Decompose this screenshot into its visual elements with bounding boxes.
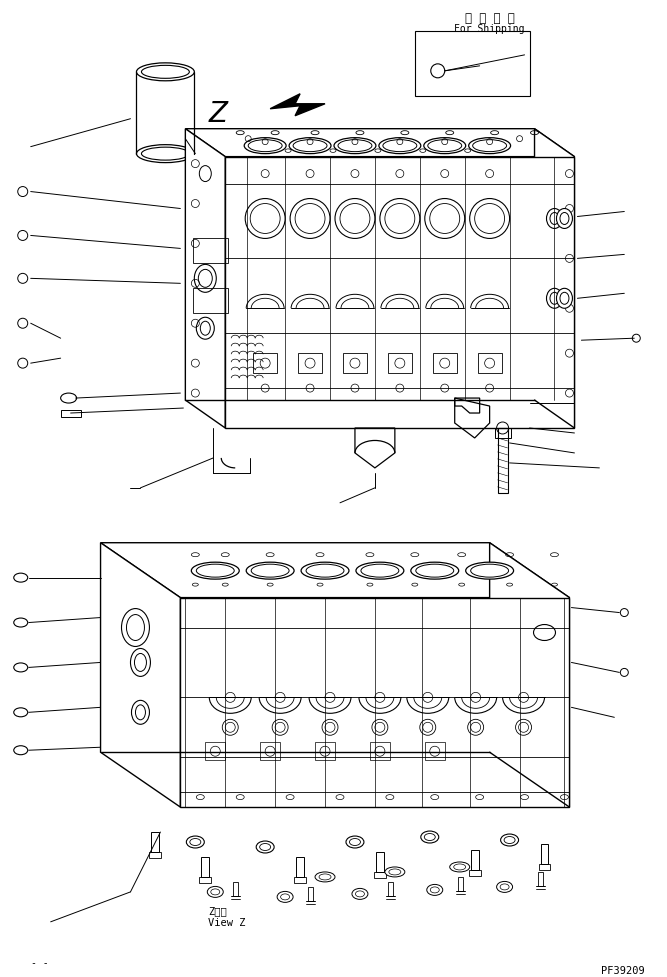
Ellipse shape	[450, 862, 470, 872]
Bar	[315, 743, 335, 760]
Bar	[233, 882, 238, 896]
Bar	[388, 354, 412, 374]
Ellipse shape	[246, 563, 294, 579]
Bar	[478, 354, 502, 374]
Ellipse shape	[131, 649, 151, 677]
Ellipse shape	[194, 265, 216, 293]
Circle shape	[290, 199, 330, 239]
Ellipse shape	[546, 209, 562, 230]
Ellipse shape	[315, 872, 335, 882]
Ellipse shape	[356, 563, 404, 579]
Bar	[469, 871, 481, 876]
Polygon shape	[180, 598, 570, 807]
Bar	[538, 872, 542, 886]
Bar	[388, 882, 393, 896]
Ellipse shape	[244, 139, 286, 154]
Bar	[296, 857, 304, 877]
Bar	[495, 429, 510, 439]
Text: 運 搬 部 品: 運 搬 部 品	[465, 12, 514, 25]
Bar	[205, 743, 225, 760]
Polygon shape	[270, 95, 325, 116]
Bar	[471, 850, 479, 871]
Bar	[201, 857, 209, 877]
Text: Z: Z	[209, 100, 227, 128]
Circle shape	[380, 199, 420, 239]
Ellipse shape	[556, 289, 572, 309]
Ellipse shape	[556, 209, 572, 230]
Bar	[149, 852, 161, 858]
Polygon shape	[101, 543, 180, 807]
Circle shape	[245, 199, 285, 239]
Circle shape	[425, 199, 465, 239]
Polygon shape	[185, 130, 225, 429]
Ellipse shape	[301, 563, 349, 579]
Bar	[370, 743, 390, 760]
Bar	[61, 410, 81, 417]
Ellipse shape	[256, 841, 274, 853]
Ellipse shape	[199, 166, 211, 183]
Bar	[498, 429, 508, 493]
Ellipse shape	[466, 563, 514, 579]
Ellipse shape	[186, 836, 204, 848]
Ellipse shape	[346, 836, 364, 848]
Ellipse shape	[334, 139, 376, 154]
Ellipse shape	[501, 834, 518, 846]
Bar	[376, 852, 384, 872]
Polygon shape	[185, 130, 574, 157]
Bar	[151, 832, 159, 852]
Text: For Shipping: For Shipping	[454, 23, 525, 34]
Bar	[538, 864, 550, 871]
Text: View Z: View Z	[208, 916, 246, 927]
Circle shape	[470, 199, 510, 239]
Ellipse shape	[191, 563, 239, 579]
Ellipse shape	[277, 891, 293, 903]
Text: PF39209: PF39209	[600, 964, 644, 975]
Text: Z　視: Z 視	[208, 905, 227, 914]
Bar	[193, 239, 228, 264]
Bar	[343, 354, 367, 374]
Ellipse shape	[352, 888, 368, 900]
Bar	[374, 872, 386, 878]
Bar	[199, 877, 211, 883]
Ellipse shape	[196, 318, 214, 340]
Ellipse shape	[121, 609, 149, 647]
Ellipse shape	[424, 139, 466, 154]
Ellipse shape	[546, 289, 562, 309]
Ellipse shape	[534, 625, 556, 641]
Bar	[298, 354, 322, 374]
Bar	[433, 354, 457, 374]
Ellipse shape	[421, 831, 439, 843]
Bar	[425, 743, 445, 760]
Bar	[193, 289, 228, 314]
Ellipse shape	[497, 881, 512, 892]
Ellipse shape	[289, 139, 331, 154]
Ellipse shape	[427, 884, 443, 896]
Ellipse shape	[385, 867, 405, 877]
Bar	[260, 743, 280, 760]
Bar	[294, 877, 306, 883]
Polygon shape	[225, 157, 574, 429]
Ellipse shape	[411, 563, 459, 579]
Ellipse shape	[207, 886, 223, 898]
Circle shape	[335, 199, 375, 239]
Ellipse shape	[469, 139, 510, 154]
Ellipse shape	[131, 701, 149, 725]
Polygon shape	[534, 130, 574, 429]
Ellipse shape	[379, 139, 421, 154]
Bar	[415, 32, 530, 97]
Bar	[253, 354, 277, 374]
Polygon shape	[101, 543, 570, 598]
Bar	[458, 877, 463, 891]
Polygon shape	[490, 543, 570, 807]
Bar	[308, 887, 313, 901]
Bar	[540, 844, 548, 864]
Text: - -: - -	[31, 956, 48, 967]
